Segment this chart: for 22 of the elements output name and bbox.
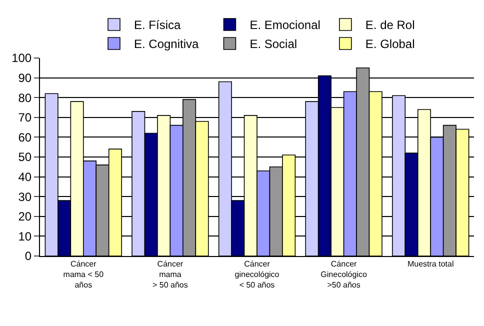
y-tick-label: 90 [18,71,32,85]
x-tick-label: Cáncer mama > 50 años [152,260,188,290]
x-tick-label: Cáncer ginecológico < 50 años [234,260,280,290]
legend-label: E. Global [365,37,415,52]
y-tick-label: 40 [18,170,32,184]
y-tick-label: 20 [18,210,32,224]
x-tick-label: Cáncer mama < 50 años [63,260,104,290]
legend-label: E. Emocional [250,18,320,32]
y-tick-label: 60 [18,130,32,144]
y-tick-label: 0 [24,249,32,264]
y-tick-label: 30 [18,190,32,204]
y-tick-label: 100 [12,51,32,66]
legend-label: E. Social [250,37,298,52]
legend-label: E. de Rol [365,18,415,32]
x-tick-label: Muestra total [407,260,454,269]
y-tick-label: 50 [18,150,32,164]
y-tick-label: 80 [18,90,32,105]
y-tick-label: 70 [18,110,32,125]
y-tick-label: 10 [18,229,32,244]
legend-label: E. Cognitiva [134,37,200,52]
legend-label: E. Física [134,18,181,32]
x-tick-label: Cáncer Ginecológico >50 años [320,260,368,290]
